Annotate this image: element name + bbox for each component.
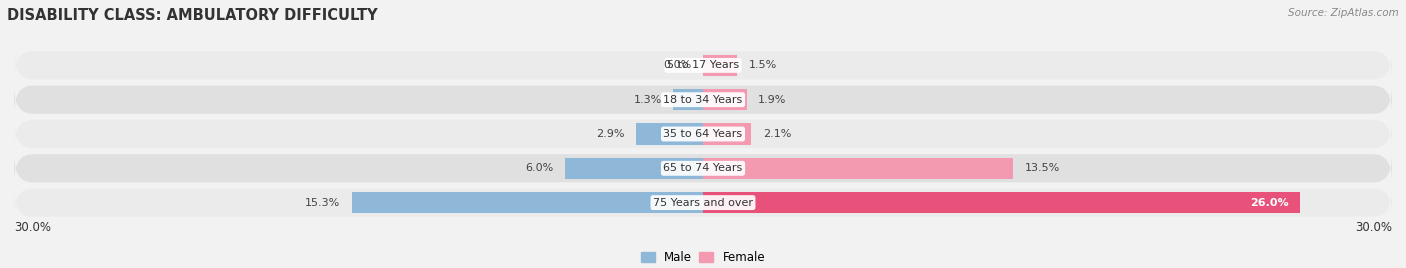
- FancyBboxPatch shape: [14, 86, 1392, 114]
- Text: 13.5%: 13.5%: [1025, 163, 1060, 173]
- Text: 1.3%: 1.3%: [634, 95, 662, 105]
- Bar: [673, 89, 703, 110]
- FancyBboxPatch shape: [14, 120, 1392, 148]
- Text: 2.1%: 2.1%: [762, 129, 792, 139]
- FancyBboxPatch shape: [14, 154, 1392, 182]
- Text: 26.0%: 26.0%: [1250, 198, 1289, 208]
- Bar: [352, 192, 703, 213]
- Text: 15.3%: 15.3%: [305, 198, 340, 208]
- Text: Source: ZipAtlas.com: Source: ZipAtlas.com: [1288, 8, 1399, 18]
- Bar: [637, 123, 703, 145]
- Bar: [703, 89, 747, 110]
- Text: 35 to 64 Years: 35 to 64 Years: [664, 129, 742, 139]
- Text: 5 to 17 Years: 5 to 17 Years: [666, 60, 740, 70]
- Bar: [703, 158, 1012, 179]
- Text: 65 to 74 Years: 65 to 74 Years: [664, 163, 742, 173]
- Bar: [565, 158, 703, 179]
- Text: 6.0%: 6.0%: [526, 163, 554, 173]
- Text: 75 Years and over: 75 Years and over: [652, 198, 754, 208]
- Text: 2.9%: 2.9%: [596, 129, 624, 139]
- FancyBboxPatch shape: [14, 189, 1392, 217]
- Text: 1.9%: 1.9%: [758, 95, 786, 105]
- Bar: [703, 123, 751, 145]
- Bar: [703, 55, 738, 76]
- Text: 18 to 34 Years: 18 to 34 Years: [664, 95, 742, 105]
- Text: 30.0%: 30.0%: [14, 221, 51, 234]
- Legend: Male, Female: Male, Female: [636, 246, 770, 268]
- Bar: [703, 192, 1301, 213]
- Text: 30.0%: 30.0%: [1355, 221, 1392, 234]
- Text: DISABILITY CLASS: AMBULATORY DIFFICULTY: DISABILITY CLASS: AMBULATORY DIFFICULTY: [7, 8, 378, 23]
- Text: 1.5%: 1.5%: [749, 60, 778, 70]
- Text: 0.0%: 0.0%: [664, 60, 692, 70]
- FancyBboxPatch shape: [14, 51, 1392, 79]
